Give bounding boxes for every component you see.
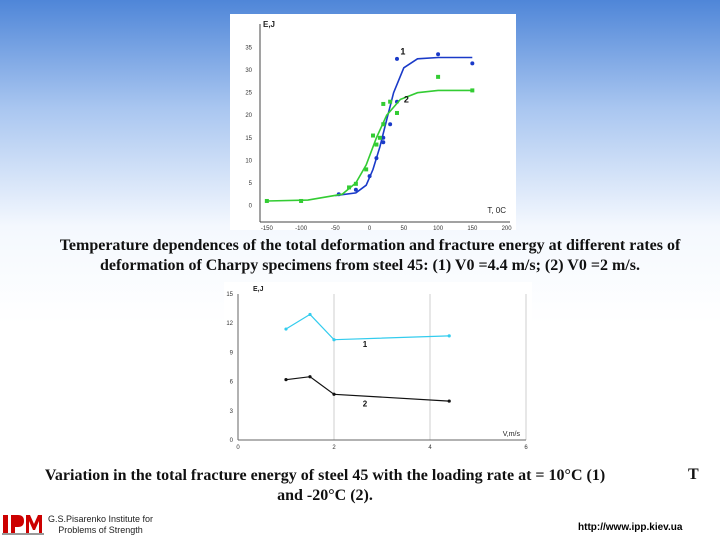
x-tick-label: 0 — [236, 445, 240, 451]
y-tick-label: 15 — [226, 292, 233, 298]
series-2-point — [377, 135, 382, 140]
series-1-point — [381, 135, 386, 140]
series-1-point — [353, 187, 358, 192]
series-2-point — [364, 167, 369, 172]
x-tick-label: -100 — [295, 226, 308, 230]
website-link[interactable]: http://www.ipp.kiev.ua — [578, 522, 683, 533]
series-1-point — [381, 140, 386, 145]
series-2-point — [374, 142, 379, 147]
x-tick-label: 200 — [502, 226, 513, 230]
institute-line-2: Problems of Strength — [58, 525, 143, 535]
x-tick-label: 6 — [524, 445, 528, 451]
series-2-point — [470, 88, 475, 93]
series-2-label: 2 — [363, 400, 368, 409]
series-1-label: 1 — [400, 46, 405, 56]
y-tick-label: 9 — [230, 350, 234, 356]
series-1-line — [285, 313, 450, 341]
series-2-point — [371, 133, 376, 138]
series-2-point — [381, 101, 386, 106]
series-1-point — [367, 174, 372, 179]
chart1-caption: Temperature dependences of the total def… — [59, 237, 681, 274]
y-tick-label: 5 — [249, 181, 253, 187]
series-2-point — [436, 74, 441, 79]
series-2-point — [381, 122, 386, 127]
series-2-point — [347, 185, 352, 190]
series-1-label: 1 — [363, 340, 368, 349]
chart2-caption-t: T — [688, 466, 699, 483]
series-2-point — [388, 99, 393, 104]
y-axis-label: E,J — [253, 286, 264, 293]
x-tick-label: 4 — [428, 445, 432, 451]
y-tick-label: 12 — [226, 321, 233, 327]
institute-line-1: G.S.Pisarenko Institute for — [48, 514, 154, 524]
y-tick-label: 15 — [245, 136, 252, 142]
temperature-energy-chart: 0 5 10 15 20 25 30 35 -150 -100 -50 0 50 100 150 200 E,J… — [230, 14, 516, 232]
series-2-point — [447, 399, 451, 403]
y-tick-label: 0 — [230, 438, 234, 444]
y-tick-label: 0 — [249, 203, 253, 209]
series-1-point — [284, 327, 288, 331]
y-tick-label: 25 — [245, 91, 252, 97]
x-tick-label: 0 — [368, 226, 372, 230]
series-2-point — [394, 110, 399, 115]
series-1-curve — [335, 56, 473, 197]
institute-name: G.S.Pisarenko Institute for Problems of … — [48, 514, 153, 536]
series-2-curve — [266, 89, 473, 202]
x-tick-label: 2 — [332, 445, 336, 451]
x-tick-label: 150 — [467, 226, 478, 230]
x-axis-label: V,m/s — [503, 431, 521, 438]
x-tick-label: -50 — [331, 226, 340, 230]
series-2-point — [299, 198, 304, 203]
series-2-point — [308, 375, 312, 379]
y-tick-label: 30 — [245, 68, 252, 74]
x-tick-label: 100 — [433, 226, 444, 230]
series-2-point — [284, 378, 288, 382]
y-tick-label: 3 — [230, 409, 234, 415]
x-tick-label: -150 — [261, 226, 274, 230]
y-axis-label: E,J — [263, 20, 275, 29]
y-tick-label: 35 — [245, 46, 252, 52]
series-1-point — [374, 156, 379, 161]
series-1-point — [470, 61, 475, 66]
y-tick-label: 6 — [230, 380, 234, 386]
series-2-point — [353, 181, 358, 186]
y-tick-label: 20 — [245, 113, 252, 119]
series-2-point — [264, 198, 269, 203]
series-2-point — [332, 392, 336, 396]
series-1-point — [447, 334, 451, 338]
chart2-caption: Variation in the total fracture energy o… — [44, 467, 606, 504]
series-1-point — [332, 338, 336, 342]
loading-rate-energy-chart: 0 3 6 9 12 15 0 2 4 6 E,J V,m/s 1 2 — [224, 282, 532, 458]
x-tick-label: 50 — [400, 226, 407, 230]
series-1-point — [388, 122, 393, 127]
series-1-point — [436, 52, 441, 57]
series-2-line — [285, 376, 450, 402]
series-1-point — [308, 312, 312, 317]
temperature-energy-chart-svg: 0 5 10 15 20 25 30 35 -150 -100 -50 0 50 100 150 200 E,J… — [245, 20, 513, 232]
y-tick-label: 10 — [245, 158, 252, 164]
x-axis-label: T, 0C — [487, 206, 506, 215]
series-1-point — [394, 56, 399, 61]
ipp-logo-icon — [2, 515, 44, 535]
series-2-label: 2 — [404, 94, 409, 104]
